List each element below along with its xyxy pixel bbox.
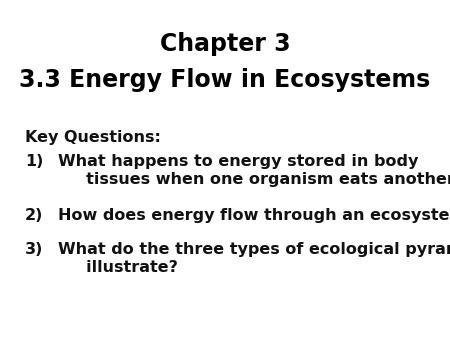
Text: 3): 3) <box>25 242 43 257</box>
Text: What happens to energy stored in body
     tissues when one organism eats anothe: What happens to energy stored in body ti… <box>58 154 450 187</box>
Text: 1): 1) <box>25 154 43 169</box>
Text: 3.3 Energy Flow in Ecosystems: 3.3 Energy Flow in Ecosystems <box>19 68 431 92</box>
Text: What do the three types of ecological pyramids
     illustrate?: What do the three types of ecological py… <box>58 242 450 275</box>
Text: 2): 2) <box>25 208 43 223</box>
Text: Chapter 3: Chapter 3 <box>160 32 290 56</box>
Text: How does energy flow through an ecosystem?: How does energy flow through an ecosyste… <box>58 208 450 223</box>
Text: Key Questions:: Key Questions: <box>25 130 161 145</box>
